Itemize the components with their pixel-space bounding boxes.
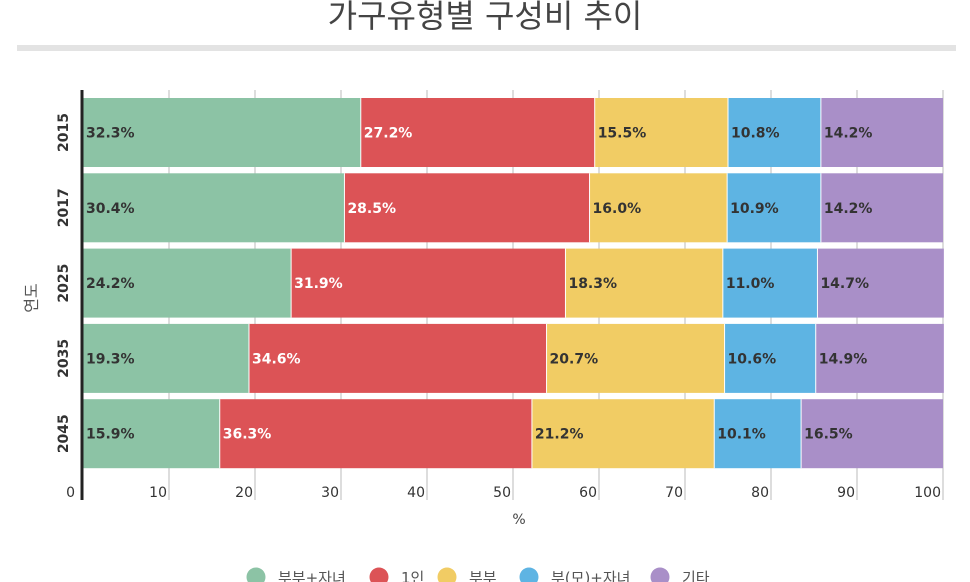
bar-segment [360, 98, 595, 167]
data-label: 10.9% [730, 201, 779, 217]
x-tick-label: 40 [407, 485, 425, 501]
bar-segment [219, 399, 532, 469]
bar-segment [728, 98, 821, 167]
legend-marker [246, 567, 266, 582]
bar-segment [594, 98, 728, 167]
bar-segment [815, 323, 944, 393]
y-tick-label: 2017 [56, 188, 72, 227]
data-label: 19.3% [86, 351, 135, 367]
bar-segment [714, 399, 802, 469]
bar-segment [248, 323, 547, 393]
legend-label: 부(모)+자녀 [551, 569, 630, 582]
legend-label: 부부+자녀 [278, 569, 346, 582]
y-tick-label: 2035 [56, 339, 72, 378]
legend-marker [437, 567, 457, 582]
data-label: 24.2% [86, 276, 135, 292]
bar-segment [817, 248, 944, 318]
x-tick-label: 10 [149, 485, 167, 501]
bar-segment [83, 248, 292, 318]
data-label: 10.8% [731, 126, 780, 142]
legend-label: 부부 [469, 569, 497, 582]
legend-marker [369, 567, 389, 582]
data-label: 32.3% [86, 126, 135, 142]
bar-segment [344, 173, 590, 243]
x-tick-label: 90 [837, 485, 855, 501]
chart-title: 가구유형별 구성비 추이 [327, 0, 643, 35]
data-label: 20.7% [550, 351, 599, 367]
x-axis-title: % [512, 512, 525, 528]
data-label: 10.6% [728, 351, 777, 367]
data-label: 16.5% [804, 427, 853, 443]
x-tick-label: 100 [914, 485, 941, 501]
bar-segment [83, 173, 345, 243]
data-label: 14.7% [820, 276, 869, 292]
data-label: 27.2% [364, 126, 413, 142]
title-divider [17, 45, 956, 51]
bar-segment [727, 173, 821, 243]
data-label: 15.5% [598, 126, 647, 142]
bar-segment [801, 399, 943, 469]
bar-segment [820, 98, 943, 167]
x-tick-label: 50 [493, 485, 511, 501]
bar-segment [83, 323, 249, 393]
x-tick-label: 0 [66, 485, 75, 501]
x-tick-label: 20 [235, 485, 253, 501]
x-tick-label: 30 [321, 485, 339, 501]
data-label: 14.2% [824, 201, 873, 217]
data-label: 11.0% [726, 276, 775, 292]
data-label: 16.0% [593, 201, 642, 217]
x-tick-label: 80 [751, 485, 769, 501]
data-label: 14.2% [824, 126, 873, 142]
data-label: 10.1% [717, 427, 766, 443]
legend-label: 기타 [682, 569, 710, 582]
data-label: 36.3% [223, 427, 272, 443]
bar-segment [291, 248, 566, 318]
y-tick-label: 2045 [56, 414, 72, 453]
bar-segment [722, 248, 818, 318]
data-label: 21.2% [535, 427, 584, 443]
x-tick-label: 60 [579, 485, 597, 501]
data-label: 14.9% [819, 351, 868, 367]
y-tick-label: 2025 [56, 264, 72, 303]
legend-marker [519, 567, 539, 582]
bar-segment [565, 248, 723, 318]
data-label: 28.5% [347, 201, 396, 217]
data-label: 15.9% [86, 427, 135, 443]
bar-segment [83, 98, 361, 167]
bar-segment [820, 173, 943, 243]
legend-marker [650, 567, 670, 582]
bar-segment [589, 173, 728, 243]
data-label: 31.9% [294, 276, 343, 292]
bar-segment [724, 323, 816, 393]
y-tick-label: 2015 [56, 113, 72, 152]
bar-segment [531, 399, 715, 469]
data-label: 18.3% [568, 276, 617, 292]
data-label: 30.4% [86, 201, 135, 217]
data-label: 34.6% [252, 351, 301, 367]
bar-segment [83, 399, 220, 469]
legend-label: 1인 [401, 569, 424, 582]
bar-segment [546, 323, 725, 393]
x-tick-label: 70 [665, 485, 683, 501]
y-axis-title: 연도 [22, 283, 41, 312]
